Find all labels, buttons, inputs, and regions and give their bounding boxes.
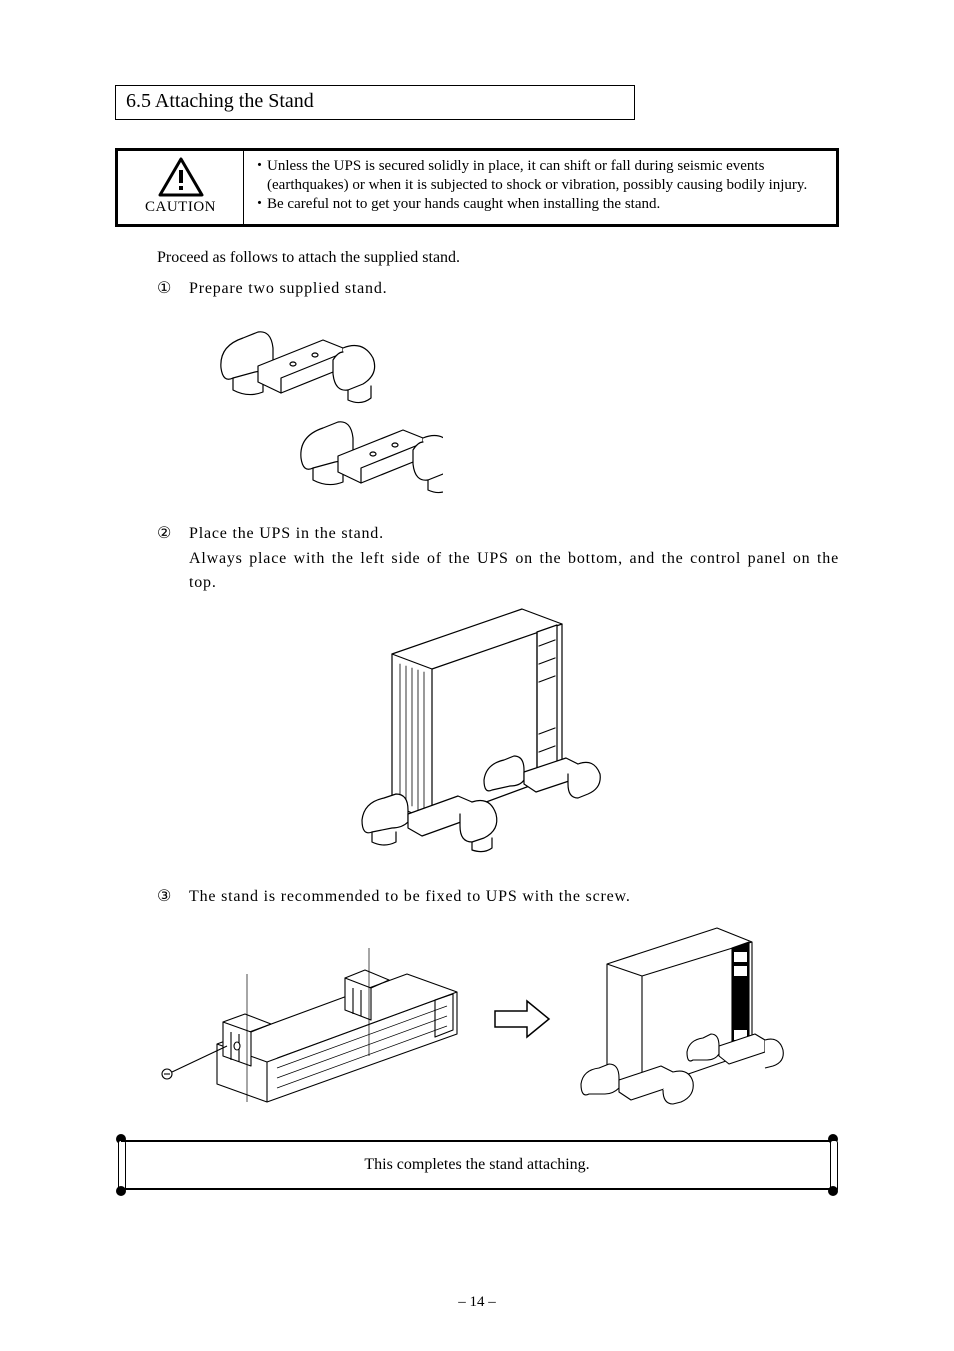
binder-right-icon: [827, 1134, 839, 1196]
ups-upright-small-illustration: [557, 924, 797, 1114]
section-title-box: 6.5 Attaching the Stand: [115, 85, 635, 120]
arrow-right-icon: [487, 989, 557, 1049]
caution-label: CAUTION: [145, 199, 216, 216]
step: ② Place the UPS in the stand. Always pla…: [157, 522, 839, 596]
step-number: ②: [157, 522, 189, 596]
caution-item-text: Unless the UPS is secured solidly in pla…: [267, 157, 826, 195]
caution-box: CAUTION ・ Unless the UPS is secured soli…: [115, 148, 839, 227]
step-body: Place the UPS in the stand. Always place…: [189, 522, 839, 596]
ups-screw-illustration: [157, 934, 487, 1104]
step-line: Place the UPS in the stand.: [189, 522, 839, 547]
bullet-dot-icon: ・: [252, 157, 267, 195]
caution-item: ・ Be careful not to get your hands caugh…: [252, 195, 826, 214]
section-title: 6.5 Attaching the Stand: [126, 90, 314, 112]
step: ① Prepare two supplied stand.: [157, 277, 839, 302]
page: 6.5 Attaching the Stand CAUTION ・ Unless…: [0, 0, 954, 1351]
caution-item-text: Be careful not to get your hands caught …: [267, 195, 826, 214]
stand-pieces-illustration: [193, 308, 443, 508]
figure-stands: [193, 308, 839, 508]
step-number: ③: [157, 885, 189, 910]
step-body: Prepare two supplied stand.: [189, 277, 839, 302]
step-body: The stand is recommended to be fixed to …: [189, 885, 839, 910]
section-number: 6.5: [126, 90, 151, 112]
figure-ups-in-stand: [115, 604, 839, 869]
page-number: – 14 –: [0, 1294, 954, 1311]
step-number: ①: [157, 277, 189, 302]
section-name: Attaching the Stand: [155, 90, 314, 112]
step-line: Always place with the left side of the U…: [189, 547, 839, 597]
warning-triangle-icon: [158, 157, 204, 197]
figure-screw-and-result: [157, 924, 839, 1114]
completion-text: This completes the stand attaching.: [121, 1140, 833, 1190]
caution-text: ・ Unless the UPS is secured solidly in p…: [244, 151, 836, 224]
intro-text: Proceed as follows to attach the supplie…: [157, 249, 839, 267]
caution-left: CAUTION: [118, 151, 244, 224]
step-line: Prepare two supplied stand.: [189, 277, 839, 302]
completion-bar: This completes the stand attaching.: [115, 1134, 839, 1196]
ups-upright-illustration: [332, 604, 622, 869]
caution-item: ・ Unless the UPS is secured solidly in p…: [252, 157, 826, 195]
bullet-dot-icon: ・: [252, 195, 267, 214]
step: ③ The stand is recommended to be fixed t…: [157, 885, 839, 910]
step-line: The stand is recommended to be fixed to …: [189, 885, 839, 910]
